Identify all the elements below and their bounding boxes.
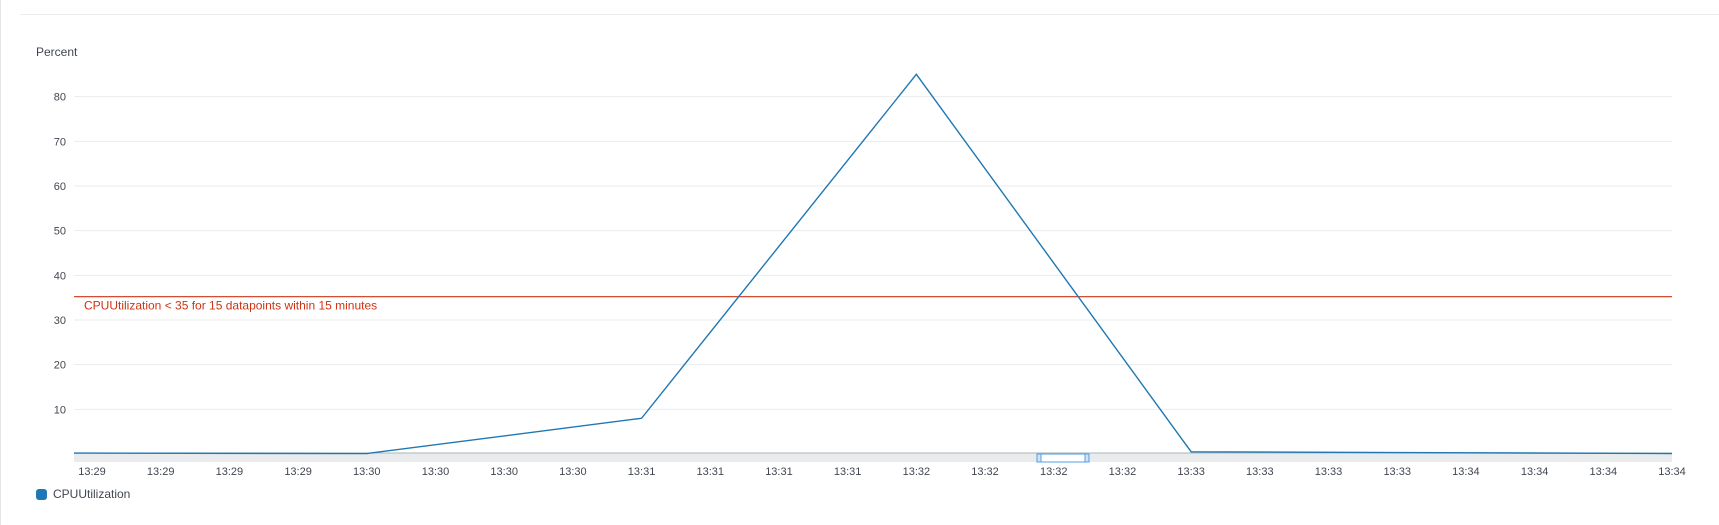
x-tick-label: 13:34 bbox=[1521, 466, 1549, 478]
y-tick-label: 60 bbox=[54, 181, 66, 193]
x-tick-label: 13:29 bbox=[78, 466, 106, 478]
y-tick-label: 10 bbox=[54, 404, 66, 416]
x-tick-label: 13:32 bbox=[1109, 466, 1137, 478]
x-tick-label: 13:34 bbox=[1452, 466, 1480, 478]
y-tick-label: 30 bbox=[54, 315, 66, 327]
legend-label: CPUUtilization bbox=[53, 487, 131, 501]
x-tick-label: 13:29 bbox=[147, 466, 175, 478]
y-axis: Percent 10 20 30 40 50 60 70 80 bbox=[36, 45, 78, 416]
legend-swatch bbox=[36, 488, 47, 500]
x-tick-label: 13:31 bbox=[765, 466, 793, 478]
x-tick-label: 13:33 bbox=[1246, 466, 1274, 478]
gridlines bbox=[74, 96, 1672, 410]
y-axis-title: Percent bbox=[36, 45, 78, 59]
brush-handle-left[interactable] bbox=[1036, 453, 1042, 463]
threshold-label: CPUUtilization < 35 for 15 datapoints wi… bbox=[84, 299, 377, 313]
x-tick-label: 13:32 bbox=[971, 466, 999, 478]
series bbox=[73, 73, 1673, 455]
x-axis: 13:29 13:29 13:29 13:29 13:30 13:30 13:30 13:30… bbox=[74, 452, 1686, 478]
x-tick-label: 13:34 bbox=[1590, 466, 1618, 478]
x-tick-label: 13:29 bbox=[216, 466, 244, 478]
x-tick-label: 13:33 bbox=[1383, 466, 1411, 478]
x-tick-label: 13:31 bbox=[696, 466, 724, 478]
x-tick-label: 13:30 bbox=[559, 466, 587, 478]
y-tick-label: 50 bbox=[54, 226, 66, 238]
x-tick-label: 13:30 bbox=[353, 466, 381, 478]
x-tick-label: 13:29 bbox=[284, 466, 312, 478]
y-tick-label: 40 bbox=[54, 270, 66, 282]
x-tick-label: 13:31 bbox=[834, 466, 862, 478]
y-tick-label: 80 bbox=[54, 92, 66, 104]
x-axis-band bbox=[74, 453, 1672, 462]
x-tick-label: 13:33 bbox=[1177, 466, 1205, 478]
x-tick-label: 13:31 bbox=[628, 466, 656, 478]
series-line-cpuutilization bbox=[73, 73, 1673, 455]
panel-top-divider bbox=[20, 14, 1719, 15]
brush-handle-right[interactable] bbox=[1084, 453, 1090, 463]
threshold: CPUUtilization < 35 for 15 datapoints wi… bbox=[74, 296, 1672, 313]
x-tick-label: 13:30 bbox=[490, 466, 518, 478]
x-tick-label: 13:32 bbox=[903, 466, 931, 478]
y-tick-label: 20 bbox=[54, 360, 66, 372]
time-range-brush[interactable] bbox=[1036, 453, 1090, 463]
panel-left-border bbox=[0, 0, 1, 525]
legend-item-cpuutilization[interactable]: CPUUtilization bbox=[36, 487, 130, 501]
y-tick-label: 70 bbox=[54, 136, 66, 148]
x-tick-label: 13:30 bbox=[422, 466, 450, 478]
x-tick-label: 13:33 bbox=[1315, 466, 1343, 478]
brush-window[interactable] bbox=[1036, 453, 1090, 463]
x-tick-label: 13:32 bbox=[1040, 466, 1068, 478]
x-tick-label: 13:34 bbox=[1658, 466, 1686, 478]
